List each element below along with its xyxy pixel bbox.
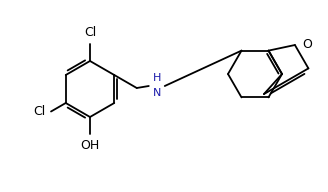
Text: H: H (153, 73, 161, 83)
Text: N: N (153, 88, 161, 98)
Text: O: O (302, 37, 312, 50)
Text: Cl: Cl (84, 26, 96, 39)
Text: Cl: Cl (33, 105, 45, 118)
Text: OH: OH (80, 139, 100, 152)
